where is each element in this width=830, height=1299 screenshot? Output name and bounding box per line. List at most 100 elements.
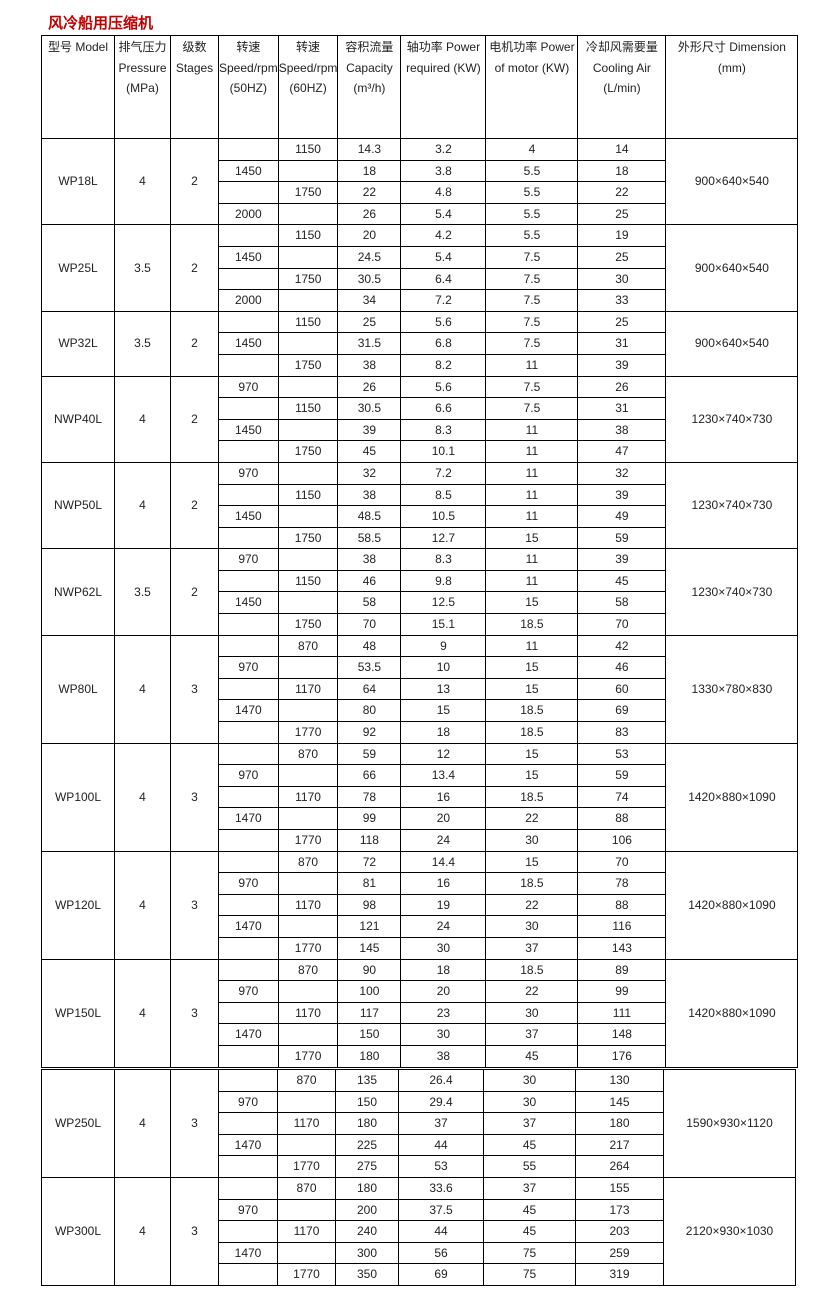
dimension-cell: 1230×740×730: [665, 375, 799, 463]
cooling_air-cell: 264: [575, 1155, 664, 1178]
speed50-cell: 970: [218, 548, 279, 571]
table-row: 2000 26 5.4 5.5 25: [42, 202, 798, 226]
motor_power-cell: 75: [483, 1263, 576, 1286]
motor_power-cell: 30: [483, 1090, 576, 1114]
power_required-cell: 12.5: [400, 591, 487, 615]
speed60-cell: [277, 418, 339, 442]
speed50-cell: [218, 1069, 278, 1092]
speed50-cell: [218, 1263, 278, 1286]
cooling_air-cell: 180: [575, 1112, 664, 1135]
cooling_air-cell: 89: [577, 958, 667, 982]
power_required-cell: 14.4: [400, 850, 487, 874]
table-row: 1450 18 3.8 5.5 18: [42, 159, 798, 183]
power_required-cell: 12.7: [400, 526, 487, 550]
table-row: 970 150 29.4 30 145: [42, 1090, 796, 1114]
speed50-cell: [218, 1112, 278, 1135]
table-row: 1770 275 53 55 264: [42, 1155, 796, 1178]
table-row: 1150 38 8.5 11 39: [42, 483, 798, 507]
motor_power-cell: 22: [485, 807, 579, 830]
dimension-cell: 900×640×540: [665, 137, 799, 226]
cooling_air-cell: 45: [577, 569, 667, 593]
speed50-cell: [218, 893, 279, 917]
motor_power-cell: 15: [485, 526, 579, 550]
power_required-cell: 5.6: [400, 310, 487, 334]
table-row: WP32L 3.5 2 1150 25 5.6 7.5 25 900×640×540: [41, 310, 799, 377]
header-pressure: 排气压力 Pressure (MPa): [114, 35, 171, 139]
capacity-cell: 39: [337, 418, 402, 442]
cooling_air-cell: 106: [577, 829, 667, 852]
motor_power-cell: 15: [485, 591, 579, 615]
speed60-cell: [277, 807, 339, 830]
speed60-cell: 1770: [277, 829, 339, 852]
speed60-cell: [277, 656, 339, 679]
speed60-cell: [277, 289, 339, 312]
speed50-cell: 970: [218, 764, 279, 787]
motor_power-cell: 45: [485, 1044, 579, 1068]
model-cell: NWP50L: [41, 461, 115, 550]
cooling_air-cell: 83: [577, 721, 667, 744]
header-capacity: 容积流量 Capacity (m³/h): [337, 35, 402, 139]
power_required-cell: 8.3: [400, 548, 487, 571]
cooling_air-cell: 143: [577, 936, 667, 960]
cooling_air-cell: 31: [577, 332, 667, 355]
cooling_air-cell: 26: [577, 375, 667, 399]
speed60-cell: [277, 980, 339, 1003]
motor_power-cell: 5.5: [485, 159, 579, 183]
pressure-cell: 3.5: [114, 310, 171, 377]
capacity-cell: 180: [335, 1112, 399, 1135]
table-row: WP300L 4 3 870 180 33.6 37 155 2120×930×1030: [41, 1176, 796, 1286]
speed50-cell: [218, 1155, 278, 1178]
speed60-cell: 1750: [277, 353, 339, 377]
speed50-cell: [218, 850, 279, 874]
cooling_air-cell: 32: [577, 461, 667, 485]
cooling_air-cell: 46: [577, 656, 667, 679]
table-row: 970 81 16 18.5 78: [42, 872, 798, 895]
cooling_air-cell: 60: [577, 677, 667, 701]
speed60-cell: 870: [277, 634, 339, 658]
capacity-cell: 22: [337, 181, 402, 204]
motor_power-cell: 45: [483, 1220, 576, 1243]
speed60-cell: 1150: [277, 569, 339, 593]
dimension-cell: 2120×930×1030: [663, 1176, 796, 1286]
dimension-cell: 1230×740×730: [665, 461, 799, 550]
capacity-cell: 90: [337, 958, 402, 982]
motor_power-cell: 30: [485, 1001, 579, 1025]
motor_power-cell: 18.5: [485, 721, 579, 744]
power_required-cell: 16: [400, 872, 487, 895]
table-row: 1770 145 30 37 143: [42, 936, 798, 960]
speed50-cell: 1470: [218, 807, 279, 830]
pressure-cell: 4: [114, 958, 171, 1068]
power_required-cell: 7.2: [400, 461, 487, 485]
power_required-cell: 26.4: [398, 1069, 484, 1092]
speed50-cell: [218, 958, 279, 982]
header-power-required: 轴功率 Power required (KW): [400, 35, 487, 139]
speed60-cell: 1150: [277, 224, 339, 247]
capacity-cell: 81: [337, 872, 402, 895]
cooling_air-cell: 130: [575, 1069, 664, 1092]
cooling_air-cell: 78: [577, 872, 667, 895]
model-cell: WP80L: [41, 634, 115, 744]
speed60-cell: 870: [277, 1176, 336, 1200]
capacity-cell: 78: [337, 785, 402, 809]
power_required-cell: 5.6: [400, 375, 487, 399]
speed60-cell: [277, 548, 339, 571]
speed50-cell: 1450: [218, 418, 279, 442]
speed60-cell: [277, 245, 339, 269]
stages-cell: 2: [170, 461, 219, 550]
pressure-cell: 3.5: [114, 224, 171, 312]
capacity-cell: 24.5: [337, 245, 402, 269]
power_required-cell: 33.6: [398, 1176, 484, 1200]
speed50-cell: [218, 483, 279, 507]
cooling_air-cell: 145: [575, 1090, 664, 1114]
cooling_air-cell: 99: [577, 980, 667, 1003]
table-row: 1450 39 8.3 11 38: [42, 418, 798, 442]
speed50-cell: [218, 613, 279, 636]
motor_power-cell: 45: [483, 1133, 576, 1157]
motor_power-cell: 15: [485, 742, 579, 766]
speed60-cell: 1170: [277, 1001, 339, 1025]
speed50-cell: [218, 526, 279, 550]
motor_power-cell: 18.5: [485, 699, 579, 723]
table-row: 970 100 20 22 99: [42, 980, 798, 1003]
stages-cell: 3: [170, 634, 219, 744]
cooling_air-cell: 116: [577, 915, 667, 938]
